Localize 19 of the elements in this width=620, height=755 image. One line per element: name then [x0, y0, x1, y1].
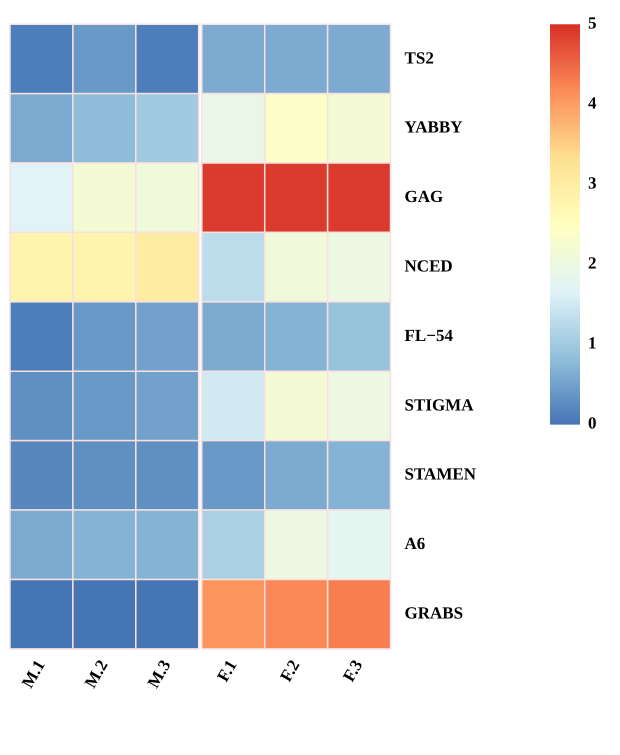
y-tick-label: GAG: [404, 187, 444, 206]
x-tick-label: M.1: [18, 656, 49, 692]
y-tick-label: YABBY: [404, 118, 462, 137]
x-tick-label: F.1: [213, 656, 241, 685]
y-tick-label: GRABS: [404, 604, 464, 623]
color-bar-label: 3: [588, 174, 596, 193]
color-bar-label: 2: [588, 253, 596, 272]
y-tick-label: FL−54: [404, 326, 454, 345]
y-tick-label: STIGMA: [404, 395, 474, 414]
color-bar-label: 4: [588, 94, 597, 113]
color-bar-label: 0: [588, 413, 596, 432]
y-tick-label: NCED: [404, 256, 453, 276]
y-tick-label: STAMEN: [404, 464, 477, 484]
x-tick-label: F.2: [276, 656, 304, 685]
color-bar-label: 1: [588, 333, 596, 352]
x-tick-label: F.3: [339, 656, 366, 685]
color-bar-label: 5: [588, 14, 596, 33]
y-tick-label: A6: [404, 534, 426, 554]
y-tick-label: TS2: [404, 48, 434, 68]
